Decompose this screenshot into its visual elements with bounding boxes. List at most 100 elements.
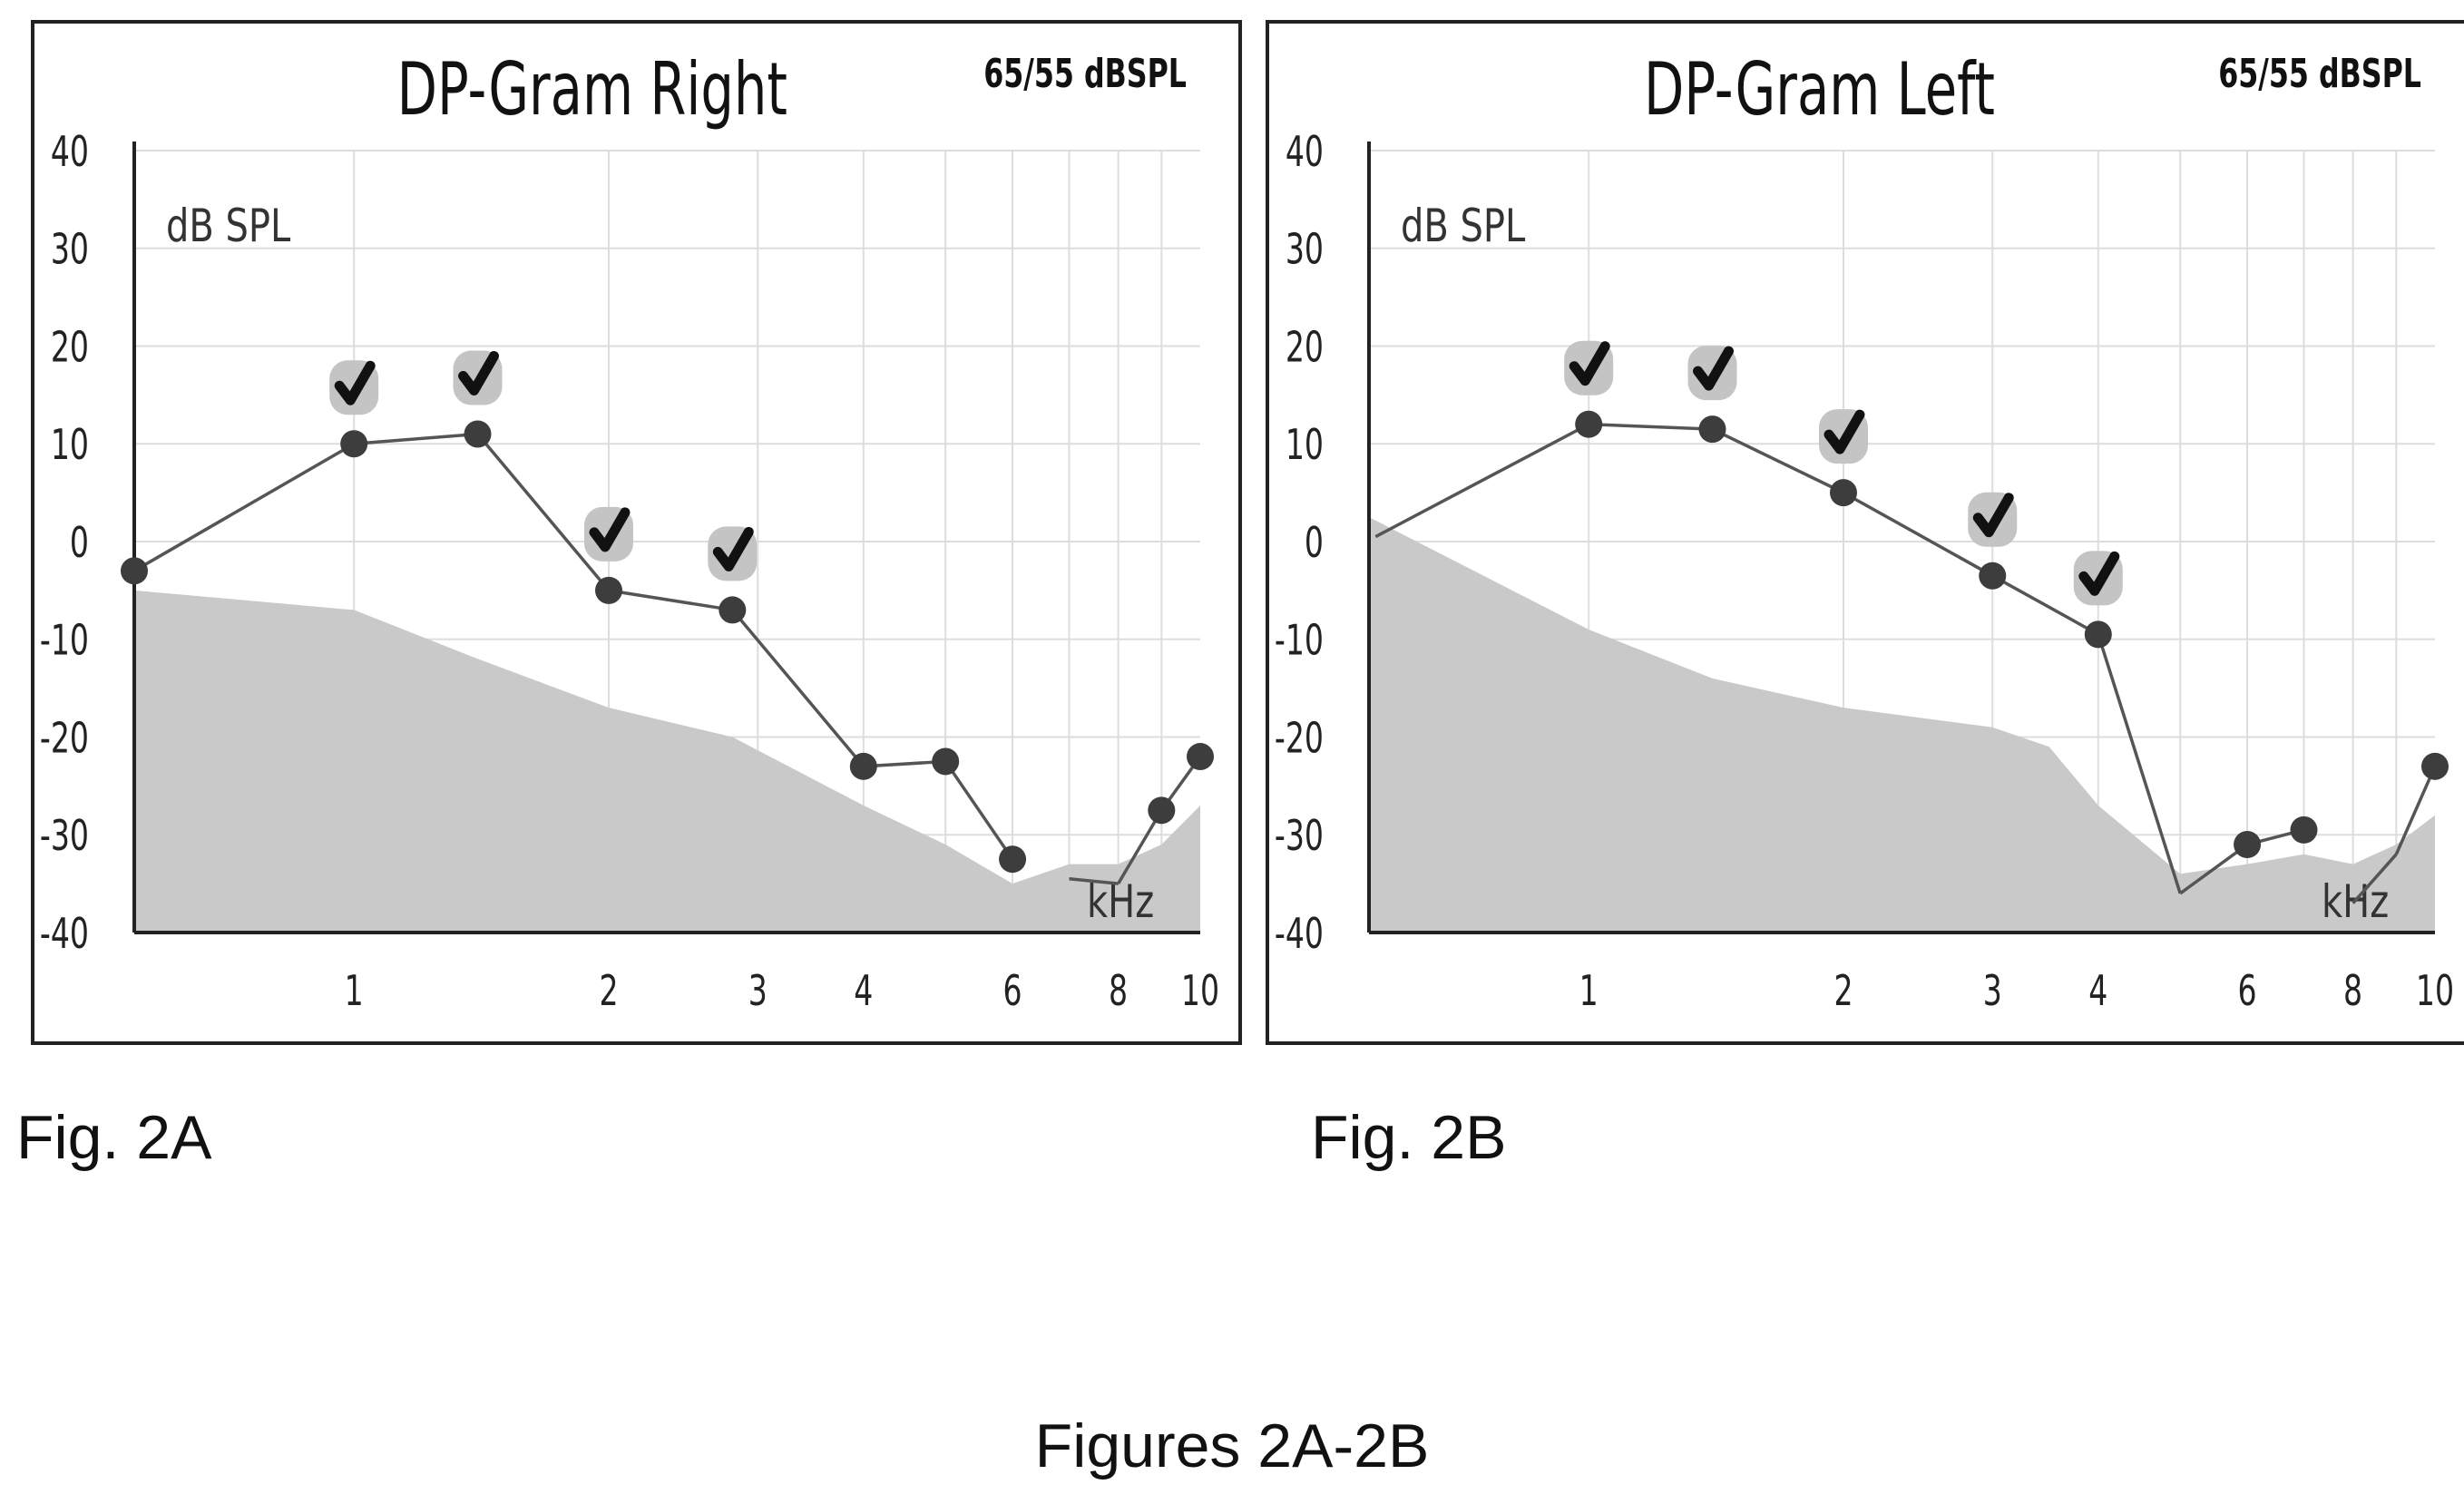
check-icon xyxy=(334,360,376,405)
series-line-segment xyxy=(1589,422,1713,431)
data-point xyxy=(932,747,960,776)
y-tick-label: 30 xyxy=(1286,226,1324,274)
check-icon xyxy=(1824,409,1865,454)
x-tick-label: 6 xyxy=(2238,968,2257,1016)
fig-2b-caption: Fig. 2B xyxy=(1311,1103,1507,1172)
series-line-segment xyxy=(476,433,611,591)
y-tick-label: 20 xyxy=(1286,324,1324,372)
series-line-segment xyxy=(730,609,865,767)
data-point xyxy=(1187,743,1214,771)
fig-2a-caption: Fig. 2A xyxy=(16,1103,212,1172)
data-point xyxy=(594,576,622,604)
y-tick-label: -40 xyxy=(40,911,89,959)
x-tick-label: 4 xyxy=(854,968,873,1016)
y-tick-label: -20 xyxy=(1275,715,1324,763)
check-icon xyxy=(589,507,631,552)
data-point xyxy=(2084,620,2112,649)
y-tick-label: 0 xyxy=(1305,520,1324,568)
series-line-segment xyxy=(2179,843,2249,895)
dp-gram-right-panel: 40 30 20 10 0 -10 -20 -30 -40 1 2 3 4 6 8 10 DP-Gram Rig… xyxy=(31,20,1242,1045)
data-point xyxy=(2234,831,2262,859)
x-tick-label: 10 xyxy=(2416,968,2454,1016)
check-icon xyxy=(1693,346,1735,391)
y-tick-label: -10 xyxy=(40,617,89,665)
data-point xyxy=(464,420,492,448)
x-tick-label: 1 xyxy=(345,968,364,1016)
check-badge xyxy=(453,350,503,405)
series-line-segment xyxy=(1374,423,1590,539)
series-line-segment xyxy=(133,442,356,572)
series-line-segment xyxy=(1711,427,1844,494)
y-tick-label: -30 xyxy=(40,813,89,861)
check-icon xyxy=(2078,551,2120,596)
y-tick-label: -30 xyxy=(1275,813,1324,861)
y-tick-label: -10 xyxy=(1275,617,1324,665)
series-line-segment xyxy=(1117,809,1163,885)
figures-caption: Figures 2A-2B xyxy=(1034,1411,1430,1480)
y-tick-label: -40 xyxy=(1275,911,1324,959)
data-point xyxy=(340,430,368,458)
chart-subtitle: 65/55 dBSPL xyxy=(983,51,1187,98)
x-tick-label: 8 xyxy=(2343,968,2362,1016)
series-line-segment xyxy=(944,760,1014,861)
series-line-segment xyxy=(2394,766,2437,855)
dp-gram-left-panel: 40 30 20 10 0 -10 -20 -30 -40 1 2 3 4 6 8 10 DP-Gram Lef… xyxy=(1266,20,2464,1045)
x-tick-label: 3 xyxy=(1983,968,2002,1016)
series-line-segment xyxy=(1843,491,1994,578)
series-line-segment xyxy=(1069,876,1119,885)
y-tick-label: 30 xyxy=(51,226,89,274)
series-line-segment xyxy=(863,759,946,768)
series-line-segment xyxy=(2352,853,2398,904)
y-tick-label: 40 xyxy=(1286,129,1324,177)
chart-subtitle: 65/55 dBSPL xyxy=(2218,51,2421,98)
check-badge xyxy=(708,526,758,581)
x-tick-label: 2 xyxy=(1833,968,1853,1016)
check-badge xyxy=(1564,340,1614,396)
x-tick-label: 10 xyxy=(1181,968,1219,1016)
check-badge xyxy=(2073,551,2123,606)
y-tick-label: 10 xyxy=(51,422,89,470)
check-icon xyxy=(458,350,500,396)
check-icon xyxy=(712,526,754,571)
series-line-segment xyxy=(608,589,733,612)
x-tick-label: 3 xyxy=(748,968,768,1016)
data-point xyxy=(1979,562,2007,590)
series-line-segment xyxy=(354,432,478,445)
series-line-segment xyxy=(2097,633,2182,894)
y-tick-label: 20 xyxy=(51,324,89,372)
data-point xyxy=(121,557,148,585)
check-badge xyxy=(1818,409,1868,464)
data-point xyxy=(2421,752,2449,780)
check-badge xyxy=(1968,492,2018,547)
noise-floor-area xyxy=(134,590,1200,933)
noise-floor-area xyxy=(1369,517,2435,933)
data-point xyxy=(1698,415,1726,444)
check-badge xyxy=(329,360,379,415)
y-axis-label: dB SPL xyxy=(166,200,290,253)
check-icon xyxy=(1972,493,2014,538)
data-point xyxy=(2290,815,2318,844)
x-tick-label: 2 xyxy=(599,968,618,1016)
x-tick-label: 6 xyxy=(1003,968,1022,1016)
x-axis-label: kHz xyxy=(1087,875,1154,929)
data-point xyxy=(999,845,1027,874)
check-icon xyxy=(1569,341,1610,386)
y-axis-label: dB SPL xyxy=(1401,200,1525,253)
data-point xyxy=(719,596,747,624)
dp-gram-left-chart: 40 30 20 10 0 -10 -20 -30 -40 1 2 3 4 6 8 10 DP-Gram Lef… xyxy=(1275,48,2454,1016)
dp-gram-right-chart: 40 30 20 10 0 -10 -20 -30 -40 1 2 3 4 6 8 10 DP-Gram Rig… xyxy=(40,48,1219,1016)
y-tick-label: 0 xyxy=(70,520,89,568)
check-badge xyxy=(583,506,633,562)
x-tick-label: 8 xyxy=(1109,968,1128,1016)
chart-title: DP-Gram Left xyxy=(1644,48,1995,132)
data-point xyxy=(1148,796,1176,825)
check-badge xyxy=(1687,346,1737,401)
data-point xyxy=(1575,410,1603,438)
y-tick-label: -20 xyxy=(40,715,89,763)
data-point xyxy=(849,752,877,780)
data-point xyxy=(1829,479,1857,507)
x-tick-label: 4 xyxy=(2088,968,2107,1016)
y-tick-label: 10 xyxy=(1286,422,1324,470)
chart-title: DP-Gram Right xyxy=(397,48,787,132)
y-tick-label: 40 xyxy=(51,129,89,177)
